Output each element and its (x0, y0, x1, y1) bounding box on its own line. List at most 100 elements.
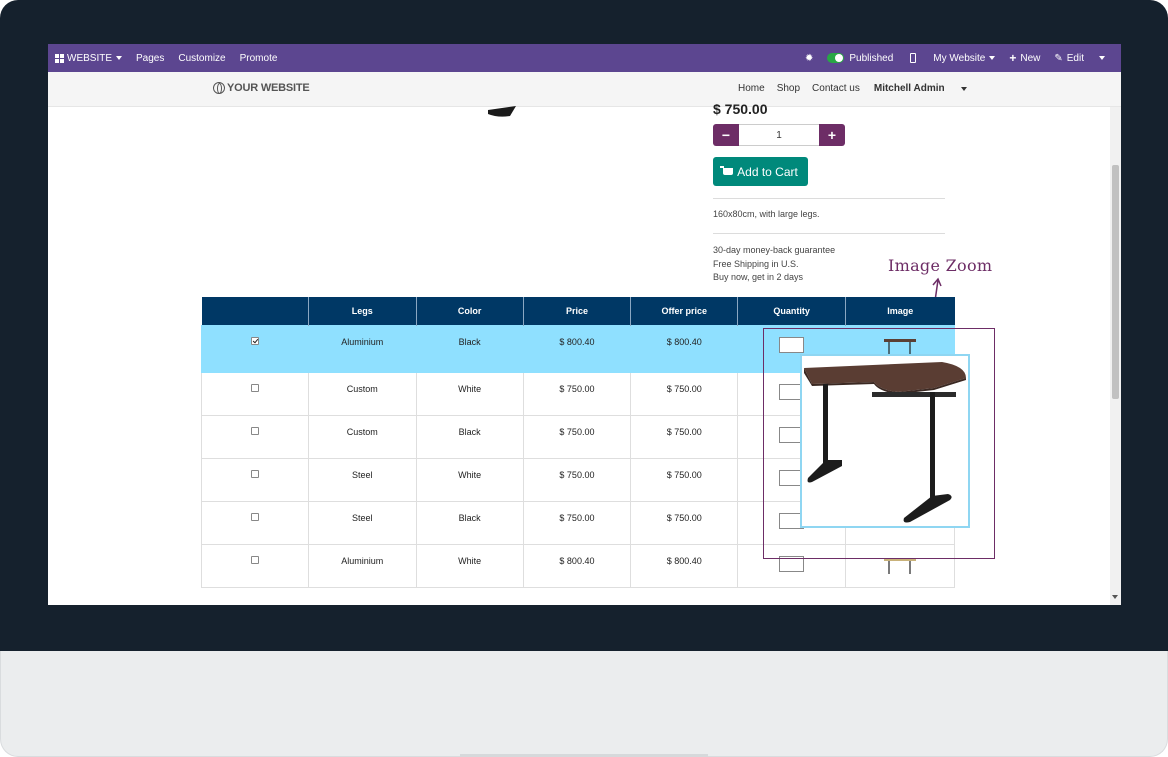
zoom-lens-frame (763, 328, 995, 559)
header-legs: Legs (307, 297, 417, 325)
debug-button[interactable]: ✹ (798, 44, 820, 72)
row-checkbox[interactable] (250, 469, 259, 478)
new-label: New (1020, 52, 1041, 64)
offer-price-cell: $ 800.40 (630, 543, 739, 588)
color-cell: Black (415, 324, 524, 373)
legs-cell: Aluminium (307, 543, 417, 588)
product-price: $ 750.00 (713, 101, 768, 117)
row-checkbox[interactable] (250, 512, 259, 521)
term-shipping: Free Shipping in U.S. (713, 258, 799, 269)
published-toggle[interactable]: Published (820, 44, 900, 72)
quantity-input[interactable] (739, 124, 819, 146)
quantity-cell (737, 543, 847, 588)
header-quantity: Quantity (737, 297, 846, 325)
my-website-menu[interactable]: My Website (926, 44, 1002, 72)
legs-cell: Custom (307, 371, 417, 416)
website-menu[interactable]: WEBSITE (48, 44, 129, 72)
website-menu-label: WEBSITE (67, 52, 113, 64)
add-to-cart-label: Add to Cart (737, 164, 798, 179)
price-cell: $ 750.00 (522, 371, 632, 416)
header-price: Price (522, 297, 631, 325)
add-to-cart-button[interactable]: Add to Cart (713, 157, 808, 186)
legs-cell: Aluminium (307, 324, 417, 373)
user-name: Mitchell Admin (873, 83, 945, 94)
pencil-icon: ✎ (1054, 52, 1063, 64)
nav-shop[interactable]: Shop (776, 83, 801, 94)
row-quantity-input[interactable] (779, 555, 805, 572)
product-terms: 30-day money-back guarantee Free Shippin… (713, 244, 835, 285)
user-menu[interactable]: Mitchell Admin (874, 83, 979, 94)
legs-cell: Steel (307, 500, 417, 545)
nav-home[interactable]: Home (738, 83, 765, 94)
caret-down-icon (1099, 56, 1105, 60)
offer-price-cell: $ 750.00 (630, 457, 739, 502)
monitor-stand (460, 754, 708, 757)
browser-screen: WEBSITE Pages Customize Promote ✹ Publis… (48, 44, 1121, 605)
image-zoom-annotation: Image Zoom (888, 256, 993, 275)
mobile-preview-button[interactable] (900, 44, 926, 72)
caret-down-icon (960, 86, 967, 91)
scroll-down-arrow-icon[interactable] (1112, 595, 1118, 599)
promote-menu[interactable]: Promote (239, 52, 278, 64)
row-select-cell (201, 414, 309, 459)
row-quantity-input[interactable] (779, 336, 805, 353)
odoo-topbar: WEBSITE Pages Customize Promote ✹ Publis… (48, 44, 1121, 72)
site-logo[interactable]: YOUR WEBSITE (213, 82, 310, 94)
pages-menu[interactable]: Pages (136, 52, 165, 64)
offer-price-cell: $ 750.00 (630, 414, 739, 459)
table-row[interactable]: Steel Black $ 750.00 $ 750.00 (201, 500, 955, 545)
row-select-cell (201, 324, 309, 373)
scrollbar-thumb[interactable] (1112, 165, 1119, 399)
cart-icon (720, 166, 734, 175)
product-image-fragment (488, 106, 516, 117)
color-cell: Black (415, 500, 524, 545)
offer-price-cell: $ 800.40 (630, 324, 739, 373)
price-cell: $ 750.00 (522, 500, 632, 545)
row-checkbox[interactable] (250, 426, 259, 435)
zoomed-product-image (800, 354, 970, 528)
edit-button[interactable]: ✎ Edit (1047, 44, 1091, 72)
edit-label: Edit (1066, 52, 1084, 64)
desk-thumbnail[interactable] (883, 337, 917, 357)
row-select-cell (201, 371, 309, 416)
row-checkbox[interactable] (250, 555, 259, 564)
image-cell (845, 543, 955, 588)
header-offer-price: Offer price (630, 297, 738, 325)
page-scrollbar[interactable] (1110, 107, 1121, 605)
edit-dropdown-toggle[interactable] (1091, 44, 1121, 72)
quantity-minus-button[interactable]: − (713, 124, 739, 146)
nav-contact[interactable]: Contact us (812, 83, 860, 94)
divider (713, 233, 945, 234)
published-label: Published (849, 52, 894, 64)
caret-down-icon (989, 56, 996, 60)
table-header-row: Legs Color Price Offer price Quantity Im… (201, 297, 955, 325)
color-cell: White (415, 543, 524, 588)
price-cell: $ 800.40 (522, 324, 632, 373)
table-row[interactable]: Aluminium White $ 800.40 $ 800.40 (201, 543, 955, 588)
desk-zoom-image (804, 362, 966, 523)
customize-menu[interactable]: Customize (178, 52, 226, 64)
term-guarantee: 30-day money-back guarantee (713, 245, 836, 255)
quantity-plus-button[interactable]: + (819, 124, 845, 146)
new-button[interactable]: + New (1002, 44, 1047, 72)
desk-thumbnail[interactable] (883, 556, 917, 576)
term-delivery: Buy now, get in 2 days (713, 272, 804, 282)
price-cell: $ 750.00 (522, 457, 632, 502)
price-cell: $ 800.40 (522, 543, 632, 588)
divider (713, 198, 945, 199)
plus-icon: + (1009, 51, 1017, 65)
site-header: YOUR WEBSITE Home Shop Contact us Mitche… (48, 72, 1121, 107)
offer-price-cell: $ 750.00 (630, 371, 739, 416)
mobile-icon (910, 53, 917, 63)
site-logo-text: YOUR WEBSITE (227, 82, 310, 94)
offer-price-cell: $ 750.00 (630, 500, 739, 545)
toggle-on-icon (827, 53, 845, 63)
color-cell: White (415, 371, 524, 416)
color-cell: Black (415, 414, 524, 459)
row-checkbox[interactable] (250, 383, 259, 392)
bug-icon: ✹ (804, 52, 814, 64)
row-checkbox[interactable] (250, 336, 259, 345)
globe-icon (213, 82, 225, 94)
quantity-stepper: − + (713, 124, 845, 146)
row-select-cell (201, 543, 309, 588)
